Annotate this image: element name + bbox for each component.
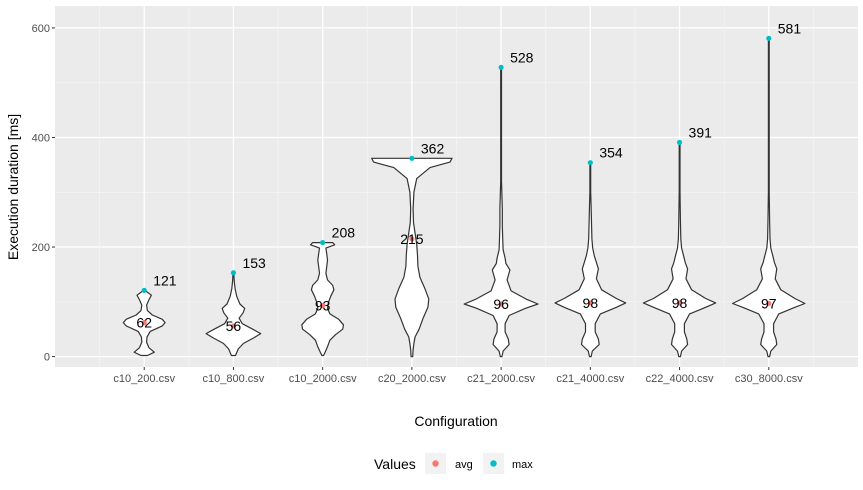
avg-label: 62 [136,315,152,331]
max-point [409,155,415,161]
max-label: 362 [421,140,445,156]
max-label: 581 [778,20,802,36]
y-tick-label: 600 [32,23,50,35]
x-tick-label: c22_4000.csv [646,373,714,385]
avg-point [141,320,147,326]
x-axis: c10_200.csv c10_800.csv c10_2000.csv c20_20… [113,367,803,385]
max-label: 208 [332,225,356,241]
value-labels: 62 56 93 215 96 98 98 97 121 153 208 362 528 354 391 58… [136,20,801,334]
legend-label-avg: avg [455,459,473,471]
avg-point [320,303,326,309]
avg-point [587,300,593,306]
avg-point [409,236,415,242]
max-point [587,160,593,166]
max-point [766,35,772,41]
avg-label: 56 [226,318,242,334]
max-point [320,240,326,246]
legend-title: Values [374,456,416,472]
x-tick-label: c10_800.csv [203,373,265,385]
avg-label: 98 [672,295,688,311]
max-point [230,270,237,276]
max-label: 528 [510,49,534,65]
legend: Values avg max [374,453,533,474]
y-axis: 0 200 400 600 [32,23,55,364]
max-label: 121 [153,272,177,288]
x-tick-label: c30_8000.csv [735,373,803,385]
x-tick-label: c10_200.csv [113,373,175,385]
avg-point [676,300,683,306]
x-tick-label: c10_2000.csv [289,373,357,385]
max-label: 391 [689,124,713,140]
avg-label: 96 [493,296,509,312]
max-label: 354 [599,145,623,161]
y-tick-label: 200 [32,242,50,254]
avg-label: 98 [583,295,599,311]
legend-point-max [490,460,497,467]
avg-label: 97 [761,295,777,311]
avg-label: 215 [400,231,424,247]
legend-point-avg [432,460,439,467]
max-point [676,139,683,146]
y-tick-label: 0 [44,352,50,364]
legend-label-max: max [512,459,533,471]
avg-point [498,301,504,307]
x-axis-title: Configuration [414,413,497,429]
violin-c10_2000.csv [301,242,345,357]
y-axis-title: Execution duration [ms] [5,114,21,260]
avg-point [230,323,237,329]
x-tick-label: c21_2000.csv [467,373,535,385]
violin-c20_2000.csv [371,157,453,358]
max-label: 153 [242,255,266,271]
avg-label: 93 [315,298,331,314]
avg-point [766,300,772,307]
points [141,35,772,329]
max-point [141,287,147,293]
max-point [498,64,504,70]
y-tick-label: 400 [32,132,50,144]
x-tick-label: c21_4000.csv [556,373,624,385]
violins [122,37,806,358]
x-tick-label: c20_2000.csv [378,373,446,385]
